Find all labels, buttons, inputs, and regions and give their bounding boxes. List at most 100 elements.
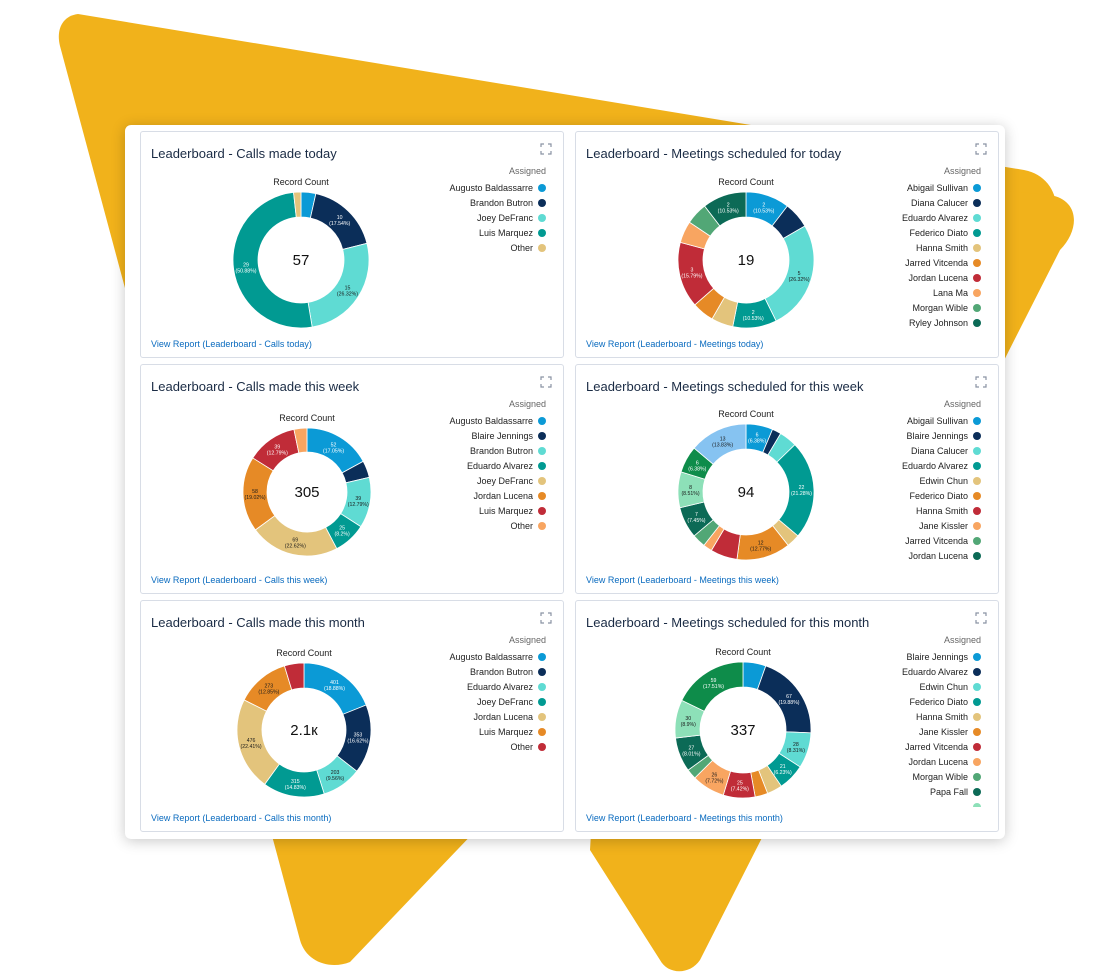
donut-slice[interactable] <box>232 191 313 329</box>
legend-item[interactable]: Joey DeFranc <box>376 210 546 225</box>
donut-slice[interactable] <box>704 191 747 227</box>
expand-icon[interactable] <box>974 375 988 389</box>
legend-item[interactable]: Jordan Lucena <box>376 709 546 724</box>
legend-item-label: Papa Fall <box>929 786 968 797</box>
view-report-link[interactable]: View Report (Leaderboard - Meetings toda… <box>586 339 764 349</box>
legend-swatch <box>973 213 981 222</box>
expand-icon[interactable] <box>539 375 553 389</box>
legend-item[interactable]: Lana Ma <box>811 285 981 300</box>
legend-item[interactable] <box>811 799 981 807</box>
legend-item[interactable]: Jordan Lucena <box>811 754 981 769</box>
expand-icon[interactable] <box>539 142 553 156</box>
donut-total: 305 <box>294 484 319 501</box>
expand-icon[interactable] <box>539 611 553 625</box>
measure-label: Record Count <box>715 647 771 657</box>
legend-item[interactable]: Morgan Wible <box>811 300 981 315</box>
legend-item[interactable]: Hanna Smith <box>811 240 981 255</box>
legend-item[interactable]: Jordan Lucena <box>811 270 981 285</box>
donut-slice[interactable] <box>293 427 308 454</box>
legend-item[interactable]: Jarred Vitcenda <box>811 255 981 270</box>
legend-item[interactable]: Brandon Butron <box>376 443 546 458</box>
legend-item[interactable]: Jordan Lucena <box>376 488 546 503</box>
legend-swatch <box>538 742 546 751</box>
legend-item[interactable]: Eduardo Alvarez <box>811 458 981 473</box>
legend-item[interactable]: Other <box>376 739 546 754</box>
legend-item[interactable]: Brandon Butron <box>376 195 546 210</box>
legend-item[interactable]: Other <box>376 240 546 255</box>
legend-swatch <box>973 551 981 560</box>
legend-item[interactable]: Hanna Smith <box>811 503 981 518</box>
donut-slice[interactable] <box>693 423 747 465</box>
legend-item[interactable]: Jarred Vitcenda <box>811 739 981 754</box>
legend-item[interactable]: Augusto Baldassarre <box>376 413 546 428</box>
view-report-link[interactable]: View Report (Leaderboard - Calls this mo… <box>151 813 332 823</box>
legend-item[interactable]: Abigail Sullivan <box>811 180 981 195</box>
donut-slice[interactable] <box>681 661 744 712</box>
legend-item[interactable]: Hanna Smith <box>811 709 981 724</box>
legend-item[interactable]: Papa Fall <box>811 784 981 799</box>
view-report-link[interactable]: View Report (Leaderboard - Meetings this… <box>586 813 783 823</box>
legend-item[interactable]: Joey DeFranc <box>376 473 546 488</box>
legend-item[interactable]: Diana Calucer <box>811 195 981 210</box>
legend-item[interactable]: Eduardo Alvarez <box>376 458 546 473</box>
legend-item[interactable]: Ryley Johnson <box>811 315 981 330</box>
legend-swatch <box>973 431 981 440</box>
donut-slice[interactable] <box>283 662 305 691</box>
legend-item[interactable]: Brandon Butron <box>376 664 546 679</box>
legend-swatch <box>538 652 546 661</box>
legend-item[interactable]: Joey DeFranc <box>376 694 546 709</box>
view-report-link[interactable]: View Report (Leaderboard - Calls today) <box>151 339 312 349</box>
legend-item[interactable]: Jane Kissler <box>811 518 981 533</box>
legend-item[interactable]: Edwin Chun <box>811 679 981 694</box>
legend-item[interactable]: Other <box>376 518 546 533</box>
slice-label: 59 (17.51%) <box>703 678 724 690</box>
view-report-link[interactable]: View Report (Leaderboard - Calls this we… <box>151 575 328 585</box>
legend-item[interactable]: Blaire Jennings <box>811 428 981 443</box>
legend-item[interactable]: Luis Marquez <box>376 503 546 518</box>
legend-item[interactable]: Federico Diato <box>811 225 981 240</box>
legend-swatch <box>973 243 981 252</box>
measure-label: Record Count <box>276 648 332 658</box>
legend-item[interactable]: Eduardo Alvarez <box>811 210 981 225</box>
legend-item[interactable]: Blaire Jennings <box>376 428 546 443</box>
legend-title: Assigned <box>943 399 981 409</box>
slice-label: 2 (10.53%) <box>743 310 764 322</box>
legend-item[interactable]: Edwin Chun <box>811 473 981 488</box>
legend-item[interactable]: Luis Marquez <box>376 724 546 739</box>
legend-item-label: Augusto Baldassarre <box>449 651 533 662</box>
legend-item[interactable]: Morgan Wible <box>811 769 981 784</box>
legend-item[interactable]: Eduardo Alvarez <box>811 664 981 679</box>
legend-item[interactable]: Augusto Baldassarre <box>376 649 546 664</box>
legend-item-label: Edwin Chun <box>919 475 968 486</box>
legend-swatch <box>973 318 981 327</box>
donut-slice[interactable] <box>293 191 302 218</box>
legend-item-label: Jarred Vitcenda <box>905 535 968 546</box>
legend-item[interactable]: Abigail Sullivan <box>811 413 981 428</box>
legend-item[interactable]: Federico Diato <box>811 694 981 709</box>
expand-icon[interactable] <box>974 142 988 156</box>
legend-item[interactable]: Luis Marquez <box>376 225 546 240</box>
donut-slice[interactable] <box>307 242 370 328</box>
legend-item-label: Eduardo Alvarez <box>901 666 968 677</box>
legend-item-label: Ryley Johnson <box>908 317 968 328</box>
donut-slice[interactable] <box>236 699 280 785</box>
legend-item[interactable]: Eduardo Alvarez <box>376 679 546 694</box>
legend-item[interactable]: Jordan Lucena <box>811 548 981 563</box>
legend-item[interactable]: Blaire Jennings <box>811 649 981 664</box>
expand-icon[interactable] <box>974 611 988 625</box>
legend-item-label: Hanna Smith <box>915 505 968 516</box>
donut-slice[interactable] <box>764 225 815 322</box>
legend-item[interactable]: Diana Calucer <box>811 443 981 458</box>
legend-item[interactable]: Federico Diato <box>811 488 981 503</box>
legend-swatch <box>538 727 546 736</box>
legend-item[interactable]: Jane Kissler <box>811 724 981 739</box>
slice-label: 3 (15.79%) <box>681 268 702 280</box>
legend-item-label: Joey DeFranc <box>476 212 533 223</box>
legend-item-label: Diana Calucer <box>910 445 968 456</box>
donut-slice[interactable] <box>254 515 338 557</box>
legend-swatch <box>538 228 546 237</box>
view-report-link[interactable]: View Report (Leaderboard - Meetings this… <box>586 575 779 585</box>
legend-title: Assigned <box>508 166 546 176</box>
legend-item[interactable]: Augusto Baldassarre <box>376 180 546 195</box>
legend-item[interactable]: Jarred Vitcenda <box>811 533 981 548</box>
